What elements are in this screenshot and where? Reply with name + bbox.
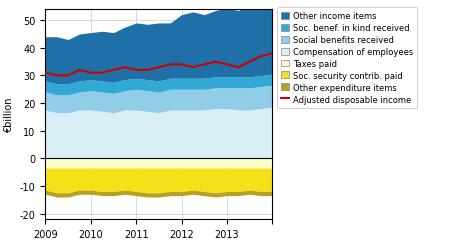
Y-axis label: €billion: €billion: [4, 97, 14, 132]
Legend: Other income items, Soc. benef. in kind received, Social benefits received, Comp: Other income items, Soc. benef. in kind …: [277, 8, 417, 108]
